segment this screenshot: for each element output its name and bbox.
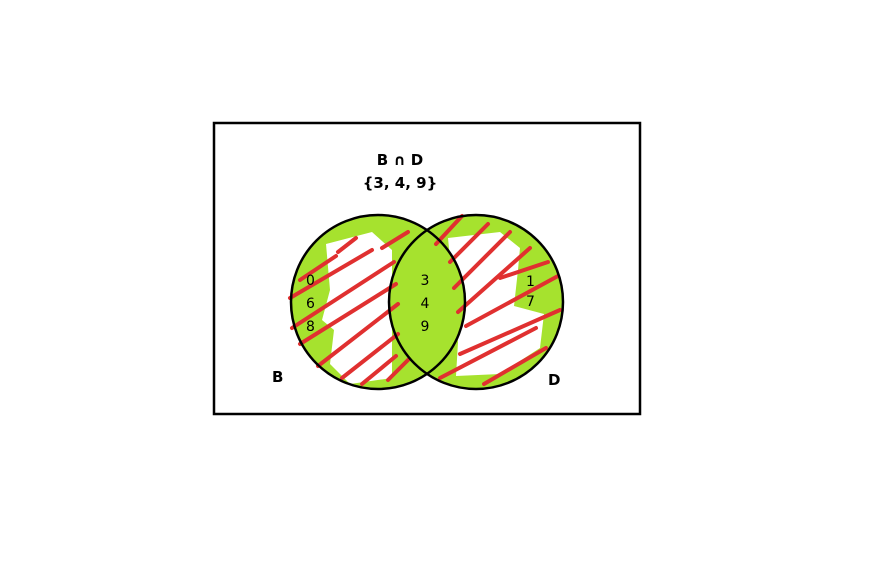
set-b-element: 0: [306, 273, 315, 289]
set-d-label: D: [548, 371, 560, 389]
set-b-element: 8: [306, 319, 315, 335]
set-b-label: B: [272, 368, 283, 386]
intersection-element: 9: [421, 319, 430, 335]
intersection-element: 3: [421, 273, 430, 289]
set-d-element: 1: [526, 274, 535, 290]
circle-b-outline: [289, 213, 467, 391]
intersection-set-label: {3, 4, 9}: [363, 174, 438, 192]
hatch-d-only: [434, 214, 562, 386]
hatch-b-only: [288, 230, 410, 386]
set-d-element: 7: [526, 294, 535, 310]
intersection-element: 4: [421, 296, 430, 312]
set-b-element: 6: [306, 296, 315, 312]
diagram-title: B ∩ D: [377, 151, 424, 169]
intersection-region: [389, 215, 465, 389]
circle-d-outline: [387, 213, 565, 391]
